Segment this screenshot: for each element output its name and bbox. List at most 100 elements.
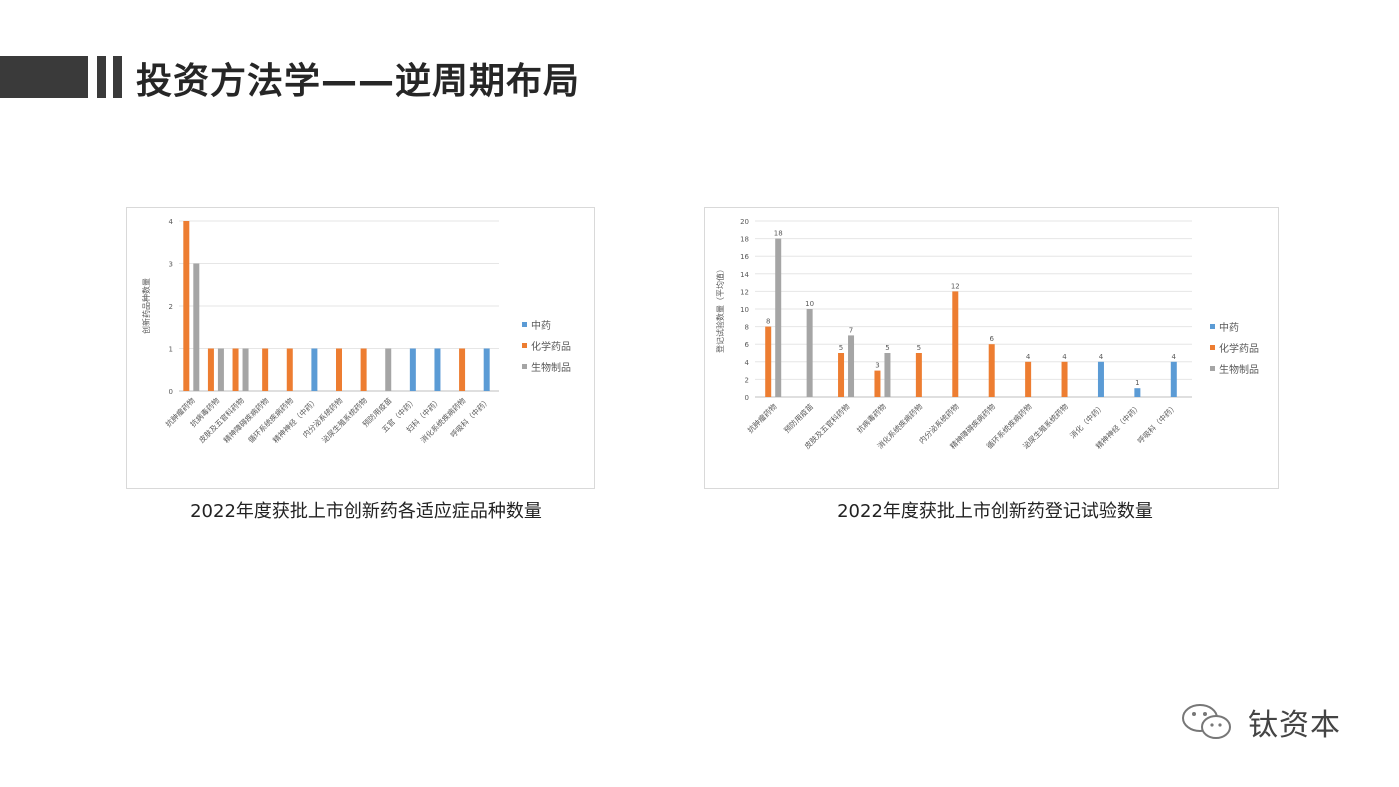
data-label: 5 xyxy=(839,344,843,352)
x-tick-label: 循环系统疾病药物 xyxy=(246,395,296,445)
page-title: 投资方法学——逆周期布局 xyxy=(136,61,581,102)
bar xyxy=(193,263,200,391)
bar xyxy=(848,335,855,397)
legend-item: 化学药品 xyxy=(522,335,571,356)
legend-label: 中药 xyxy=(1219,323,1239,334)
bar xyxy=(242,348,249,391)
bar xyxy=(765,326,772,397)
data-label: 5 xyxy=(917,344,921,352)
legend-item: 生物制品 xyxy=(1210,358,1259,379)
y-tick-label: 0 xyxy=(745,394,749,402)
chart-indications: 0 1 2 3 4 创新药品种数量 抗肿瘤药物 抗病毒药物 皮肤及五官科药物 精神障碍疾病药物 循环… xyxy=(126,207,595,489)
data-label: 10 xyxy=(805,300,814,308)
x-tick-label: 精神神经（中药） xyxy=(270,395,319,444)
bar xyxy=(915,353,922,397)
bar xyxy=(232,348,239,391)
data-label: 6 xyxy=(989,335,994,343)
bar xyxy=(183,221,190,391)
legend-label: 中药 xyxy=(531,321,551,332)
bar xyxy=(1170,361,1177,397)
legend-item: 化学药品 xyxy=(1210,337,1259,358)
y-tick-label: 14 xyxy=(740,271,749,279)
bar xyxy=(1134,388,1141,397)
bar xyxy=(217,348,224,391)
data-label: 18 xyxy=(774,230,783,238)
x-tick-label: 预防用疫苗 xyxy=(781,401,815,435)
y-tick-label: 2 xyxy=(169,303,173,311)
legend-swatch xyxy=(522,364,527,369)
bar xyxy=(360,348,367,391)
x-tick-label: 泌尿生殖系统药物 xyxy=(320,395,370,445)
bar xyxy=(286,348,293,391)
title-accent-stripe xyxy=(113,56,122,98)
bar xyxy=(207,348,214,391)
y-tick-label: 3 xyxy=(169,261,173,269)
bar xyxy=(262,348,269,391)
bar xyxy=(311,348,318,391)
x-tick-label: 消化系统疾病药物 xyxy=(418,395,468,445)
bar xyxy=(385,348,392,391)
data-label: 4 xyxy=(1099,353,1104,361)
bar xyxy=(336,348,342,391)
y-tick-label: 4 xyxy=(169,218,174,226)
legend-swatch xyxy=(522,322,527,327)
chart-indications-legend: 中药化学药品生物制品 xyxy=(522,314,571,377)
title-accent-bar xyxy=(0,56,88,98)
bar xyxy=(838,353,845,397)
data-label: 3 xyxy=(875,362,879,370)
bar xyxy=(775,238,782,397)
y-axis-label: 登记试验数量（平均值） xyxy=(715,265,725,353)
legend-label: 化学药品 xyxy=(1219,344,1259,355)
y-tick-label: 20 xyxy=(740,218,749,226)
data-label: 5 xyxy=(885,344,889,352)
legend-item: 生物制品 xyxy=(522,356,571,377)
y-tick-label: 2 xyxy=(745,376,749,384)
y-tick-label: 16 xyxy=(740,253,749,261)
y-tick-label: 8 xyxy=(745,324,749,332)
data-label: 12 xyxy=(951,282,960,290)
bar xyxy=(806,309,813,397)
legend-item: 中药 xyxy=(522,314,571,335)
bar xyxy=(434,348,441,391)
chart-indications-svg: 01234创新药品种数量抗肿瘤药物抗病毒药物皮肤及五官科药物精神障碍疾病药物循环… xyxy=(141,218,499,445)
data-label: 4 xyxy=(1172,353,1177,361)
legend-label: 生物制品 xyxy=(1219,365,1259,376)
x-tick-label: 精神障碍疾病药物 xyxy=(221,395,271,445)
watermark: 钛资本 xyxy=(1180,700,1341,744)
bar xyxy=(1025,361,1032,397)
title-accent-stripe xyxy=(97,56,106,98)
bar xyxy=(874,370,881,397)
y-axis-label: 创新药品种数量 xyxy=(141,278,151,334)
x-tick-label: 抗病毒药物 xyxy=(854,401,888,435)
data-label: 4 xyxy=(1026,353,1031,361)
legend-label: 化学药品 xyxy=(531,342,571,353)
data-label: 4 xyxy=(1062,353,1067,361)
bar xyxy=(459,348,466,391)
bar xyxy=(952,291,959,397)
y-tick-label: 18 xyxy=(740,236,749,244)
x-tick-label: 抗肿瘤药物 xyxy=(745,401,779,435)
y-tick-label: 1 xyxy=(169,346,173,354)
legend-item: 中药 xyxy=(1210,316,1259,337)
chart-trials: 0 2 4 6 8 10 12 14 16 18 20 登记试验数量（平均值） 8 18 抗肿瘤药物 10 预防… xyxy=(704,207,1279,489)
chart-indications-caption: 2022年度获批上市创新药各适应症品种数量 xyxy=(190,501,542,522)
legend-swatch xyxy=(522,343,527,348)
data-label: 8 xyxy=(766,318,770,326)
x-tick-label: 消化（中药） xyxy=(1067,401,1106,440)
data-label: 7 xyxy=(849,326,853,334)
y-tick-label: 4 xyxy=(745,359,750,367)
bar xyxy=(1097,361,1104,397)
legend-label: 生物制品 xyxy=(531,363,571,374)
y-tick-label: 0 xyxy=(169,388,173,396)
bar xyxy=(988,344,995,397)
data-label: 1 xyxy=(1135,379,1139,387)
wechat-icon xyxy=(1182,704,1231,739)
y-tick-label: 6 xyxy=(745,341,750,349)
x-tick-label: 皮肤及五官科药物 xyxy=(196,395,246,445)
bar xyxy=(1061,361,1068,397)
chart-trials-legend: 中药化学药品生物制品 xyxy=(1210,316,1259,379)
bar xyxy=(483,348,490,391)
legend-swatch xyxy=(1210,345,1215,350)
legend-swatch xyxy=(1210,324,1215,329)
